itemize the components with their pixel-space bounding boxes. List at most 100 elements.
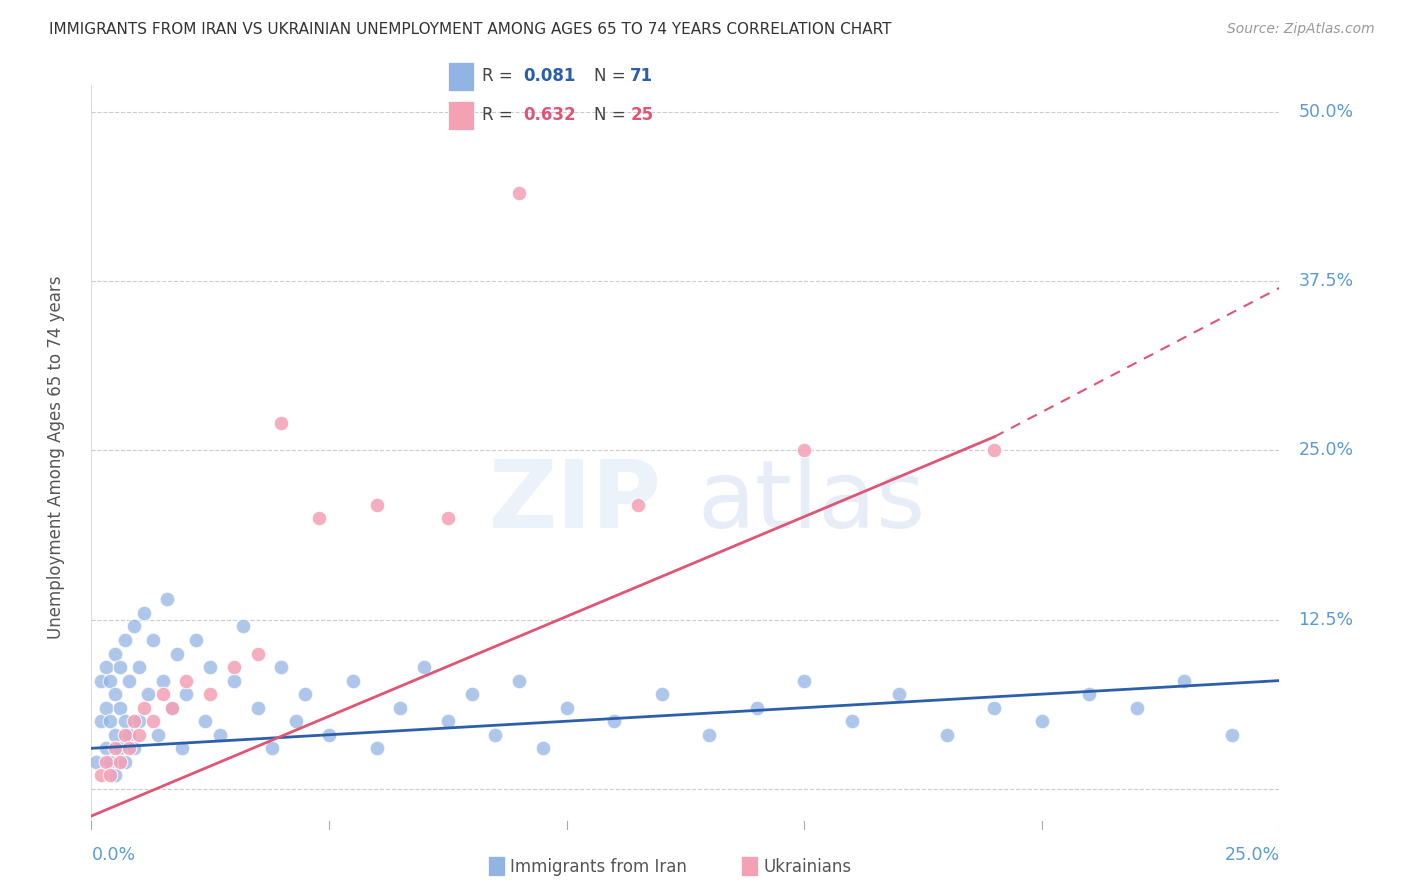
Point [983,700,1005,714]
Point [94,755,117,769]
Text: 50.0%: 50.0% [1299,103,1354,120]
Point [246,647,269,661]
Text: 25.0%: 25.0% [1225,846,1279,863]
Point [122,619,145,633]
Point [935,728,957,742]
Text: IMMIGRANTS FROM IRAN VS UKRAINIAN UNEMPLOYMENT AMONG AGES 65 TO 74 YEARS CORRELA: IMMIGRANTS FROM IRAN VS UKRAINIAN UNEMPL… [49,22,891,37]
Point [170,741,193,756]
Point [100,755,122,769]
Text: 25.0%: 25.0% [1299,442,1354,459]
Point [152,673,174,688]
Point [793,673,815,688]
Point [160,700,183,714]
Point [1220,728,1243,742]
Text: 0.0%: 0.0% [91,846,135,863]
Point [232,619,254,633]
Point [389,700,412,714]
Point [128,728,150,742]
Point [90,673,112,688]
Point [1031,714,1053,729]
Point [108,660,131,674]
Point [146,728,169,742]
Point [555,700,578,714]
Text: N =: N = [593,106,631,124]
Text: N =: N = [593,68,631,86]
Point [531,741,554,756]
Text: Source: ZipAtlas.com: Source: ZipAtlas.com [1227,22,1375,37]
Point [222,660,245,674]
Text: 25: 25 [630,106,654,124]
Text: 12.5%: 12.5% [1299,611,1354,629]
Point [114,632,136,647]
Point [100,768,122,782]
Point [176,673,198,688]
Point [200,660,222,674]
Text: atlas: atlas [697,456,925,548]
Point [270,660,292,674]
Point [94,700,117,714]
Point [160,700,183,714]
Point [366,741,388,756]
Point [841,714,863,729]
Point [122,714,145,729]
Text: R =: R = [482,68,517,86]
Point [793,443,815,458]
Point [90,768,112,782]
Point [104,728,127,742]
Text: R =: R = [482,106,517,124]
Point [100,673,122,688]
Point [889,687,911,701]
Point [122,741,145,756]
Point [508,673,530,688]
Point [1126,700,1149,714]
Point [114,714,136,729]
Point [342,673,364,688]
Point [118,673,141,688]
Text: 37.5%: 37.5% [1299,272,1354,290]
Point [222,673,245,688]
Point [697,728,720,742]
Point [508,186,530,200]
Point [208,728,231,742]
Point [484,728,506,742]
Point [460,687,482,701]
Point [104,647,127,661]
Point [108,700,131,714]
Point [108,741,131,756]
Text: 0.632: 0.632 [523,106,576,124]
Point [1078,687,1101,701]
Text: 0.081: 0.081 [523,68,576,86]
Point [246,700,269,714]
Point [627,498,650,512]
Point [128,660,150,674]
Point [118,728,141,742]
Point [366,498,388,512]
Point [413,660,436,674]
Point [651,687,673,701]
Text: 71: 71 [630,68,654,86]
Point [194,714,217,729]
Point [176,687,198,701]
Point [142,714,165,729]
Point [270,417,292,431]
Point [156,592,179,607]
FancyBboxPatch shape [449,62,474,91]
Point [436,511,458,525]
Point [104,687,127,701]
Point [132,700,155,714]
Point [184,632,207,647]
Point [128,714,150,729]
Point [436,714,458,729]
Point [308,511,330,525]
Point [94,741,117,756]
Point [1173,673,1195,688]
Point [114,728,136,742]
Point [603,714,626,729]
Text: Ukrainians: Ukrainians [763,858,852,876]
Point [108,755,131,769]
Point [200,687,222,701]
FancyBboxPatch shape [449,101,474,130]
Point [318,728,340,742]
Point [294,687,316,701]
Text: Immigrants from Iran: Immigrants from Iran [510,858,688,876]
